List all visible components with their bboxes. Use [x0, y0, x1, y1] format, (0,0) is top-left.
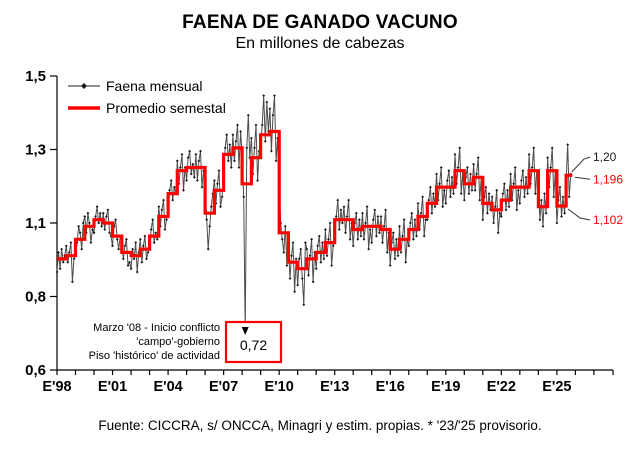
y-axis-tick-label: 1,1	[25, 215, 46, 232]
event-value-label: 0,72	[240, 337, 267, 353]
legend	[68, 83, 100, 110]
callout-leader-semester-prev	[567, 208, 591, 221]
x-axis-tick-label: E'04	[153, 379, 182, 395]
x-axis-tick-label: E'98	[42, 379, 71, 395]
callout-leader-semester-last	[574, 176, 591, 180]
legend-label-faena-mensual: Faena mensual	[106, 78, 203, 94]
legend-label-promedio-semestal: Promedio semestal	[106, 100, 226, 116]
x-axis-tick-label: E'07	[209, 379, 238, 395]
x-axis-tick-label: E'25	[542, 379, 571, 395]
x-axis-tick-label: E'22	[487, 379, 516, 395]
y-axis-tick-label: 1,3	[25, 142, 46, 159]
x-axis-tick-label: E'16	[376, 379, 405, 395]
legend-monthly-marker-icon	[81, 83, 87, 89]
event-annotation-text: Piso 'histórico' de actividad	[89, 350, 220, 362]
event-annotation-text: Marzo '08 - Inicio conflicto	[93, 322, 220, 334]
page-title: FAENA DE GANADO VACUNO	[182, 12, 458, 33]
event-arrow-icon	[241, 327, 249, 335]
x-axis-tick-label: E'01	[98, 379, 127, 395]
callout-label-semester-prev: 1,102	[593, 213, 623, 227]
y-axis-tick-label: 1,5	[25, 68, 46, 85]
callout-label-semester-last: 1,196	[593, 172, 623, 186]
semester-average-line	[57, 129, 573, 271]
event-value-box	[224, 320, 283, 364]
y-axis-tick-label: 0,8	[25, 289, 46, 306]
callout-label-monthly: 1,20	[593, 150, 617, 164]
y-axis-tick-label: 0,6	[25, 362, 46, 379]
monthly-series-line	[56, 95, 572, 331]
x-axis-tick-label: E'13	[320, 379, 349, 395]
callout-leader-monthly	[571, 156, 591, 173]
x-axis-tick-label: E'10	[265, 379, 294, 395]
event-annotation-text: 'campo'-gobierno	[136, 336, 220, 348]
x-axis-tick-label: E'19	[431, 379, 460, 395]
page-subtitle: En millones de cabezas	[235, 35, 405, 52]
source-footnote: Fuente: CICCRA, s/ ONCCA, Minagri y esti…	[98, 418, 542, 433]
